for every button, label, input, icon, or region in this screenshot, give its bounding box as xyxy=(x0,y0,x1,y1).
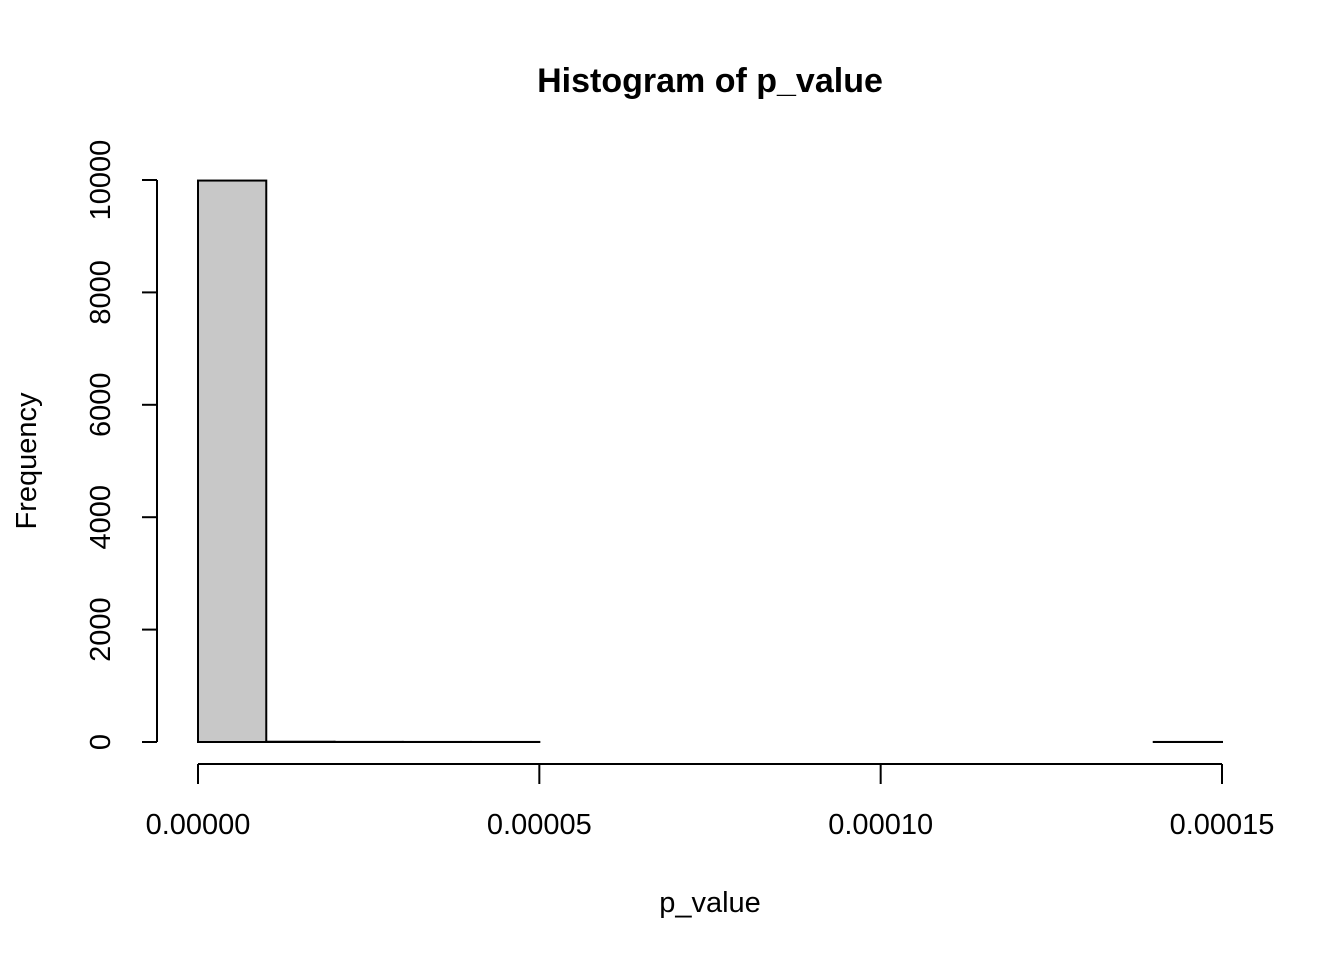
y-axis: 0 2000 4000 6000 8000 10000 xyxy=(85,140,158,750)
y-tick-label-0: 0 xyxy=(85,734,117,750)
y-tick-label-3: 6000 xyxy=(85,373,117,438)
histogram-bar-0 xyxy=(197,179,268,743)
y-tick-label-4: 8000 xyxy=(85,260,117,325)
y-axis-label: Frequency xyxy=(11,392,43,530)
y-tick-label-5: 10000 xyxy=(85,140,117,221)
x-tick-label-2: 0.00010 xyxy=(828,809,933,841)
x-tick-label-1: 0.00005 xyxy=(487,809,592,841)
chart-title: Histogram of p_value xyxy=(537,62,883,100)
x-axis: 0.00000 0.00005 0.00010 0.00015 xyxy=(146,763,1275,841)
x-tick-label-0: 0.00000 xyxy=(146,809,251,841)
bars-group xyxy=(197,179,1223,743)
y-tick-label-1: 2000 xyxy=(85,597,117,662)
x-tick-label-3: 0.00015 xyxy=(1170,809,1275,841)
y-tick-label-2: 4000 xyxy=(85,485,117,550)
x-axis-label: p_value xyxy=(659,887,761,919)
